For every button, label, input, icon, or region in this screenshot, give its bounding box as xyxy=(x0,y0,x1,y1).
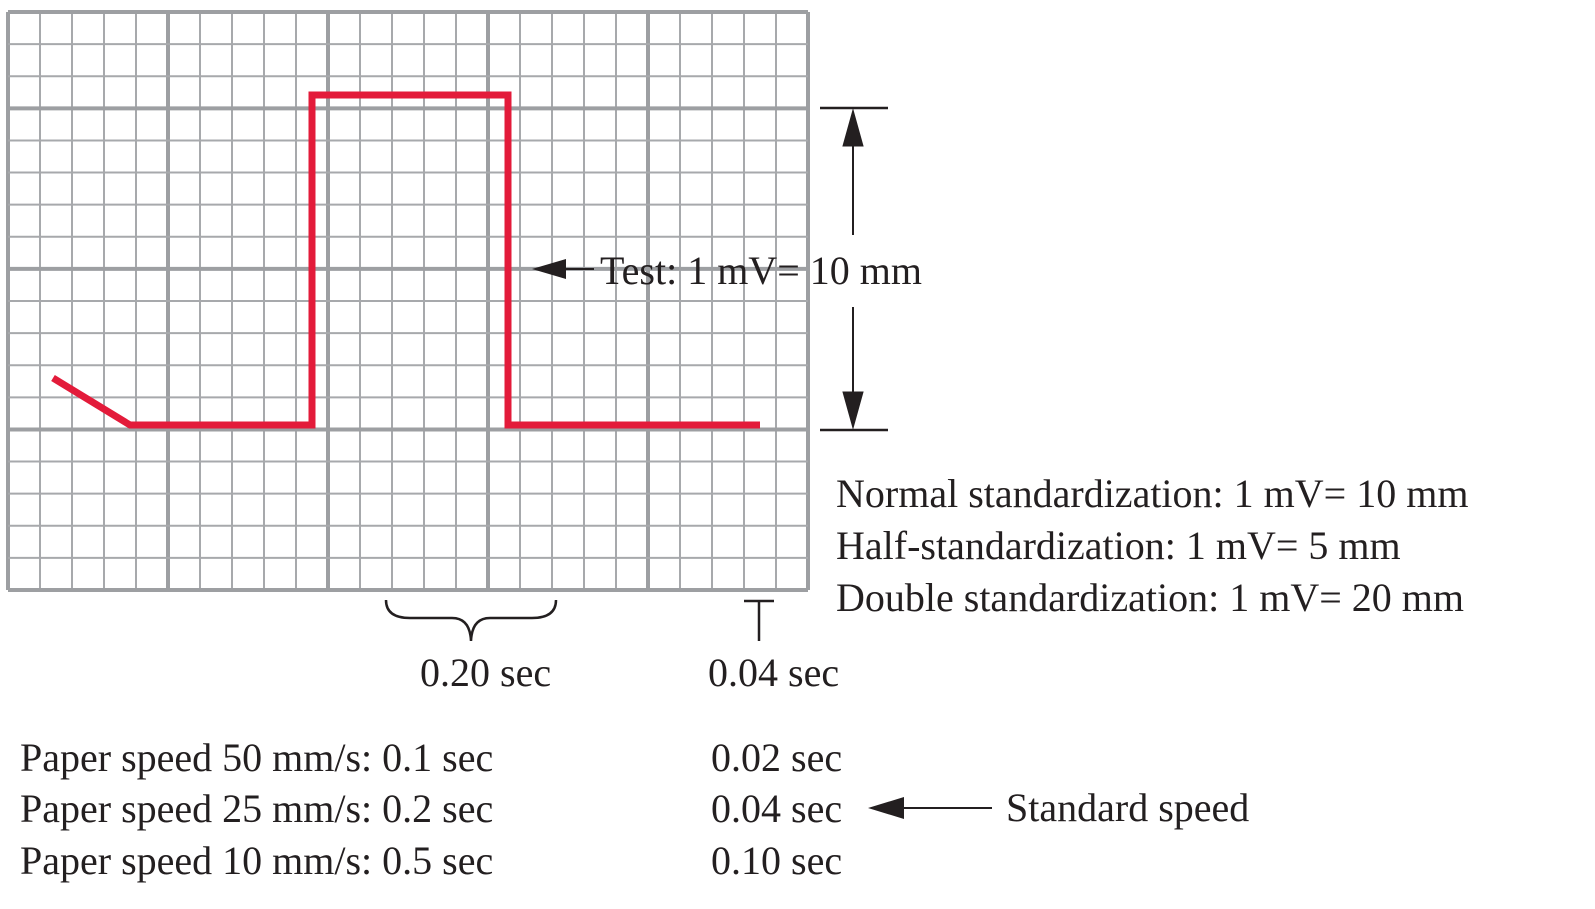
small-box-interval-label: 0.04 sec xyxy=(708,650,839,695)
arrow-up-icon xyxy=(842,108,864,147)
calibration-pulse-trace xyxy=(51,91,760,429)
double-standardization-text: Double standardization: 1 mV= 20 mm xyxy=(836,575,1464,620)
test-calibration-label: Test: 1 mV= 10 mm xyxy=(600,248,922,293)
arrow-left-icon xyxy=(532,259,566,279)
paper-speed-row-label: Paper speed 10 mm/s: 0.5 sec xyxy=(20,838,493,883)
ecg-grid-paper xyxy=(6,10,810,592)
small-box-marker xyxy=(744,599,774,641)
arrow-left-icon xyxy=(868,797,904,819)
standard-speed-callout: Standard speed xyxy=(868,785,1249,830)
half-standardization-text: Half-standardization: 1 mV= 5 mm xyxy=(836,523,1401,568)
standard-speed-label: Standard speed xyxy=(1006,785,1249,830)
large-box-brace xyxy=(384,599,558,642)
amplitude-dimension-marker xyxy=(820,106,888,432)
test-callout: Test: 1 mV= 10 mm xyxy=(532,248,922,293)
paper-speed-row-label: Paper speed 50 mm/s: 0.1 sec xyxy=(20,735,493,780)
large-box-interval-label: 0.20 sec xyxy=(420,650,551,695)
paper-speed-row-label: Paper speed 25 mm/s: 0.2 sec xyxy=(20,786,493,831)
arrow-down-icon xyxy=(842,391,864,430)
paper-speed-row-value: 0.04 sec xyxy=(711,786,842,831)
paper-speed-row-value: 0.02 sec xyxy=(711,735,842,780)
normal-standardization-text: Normal standardization: 1 mV= 10 mm xyxy=(836,471,1468,516)
paper-speed-table: Paper speed 50 mm/s: 0.1 sec 0.02 sec Pa… xyxy=(20,735,842,883)
paper-speed-row-value: 0.10 sec xyxy=(711,838,842,883)
